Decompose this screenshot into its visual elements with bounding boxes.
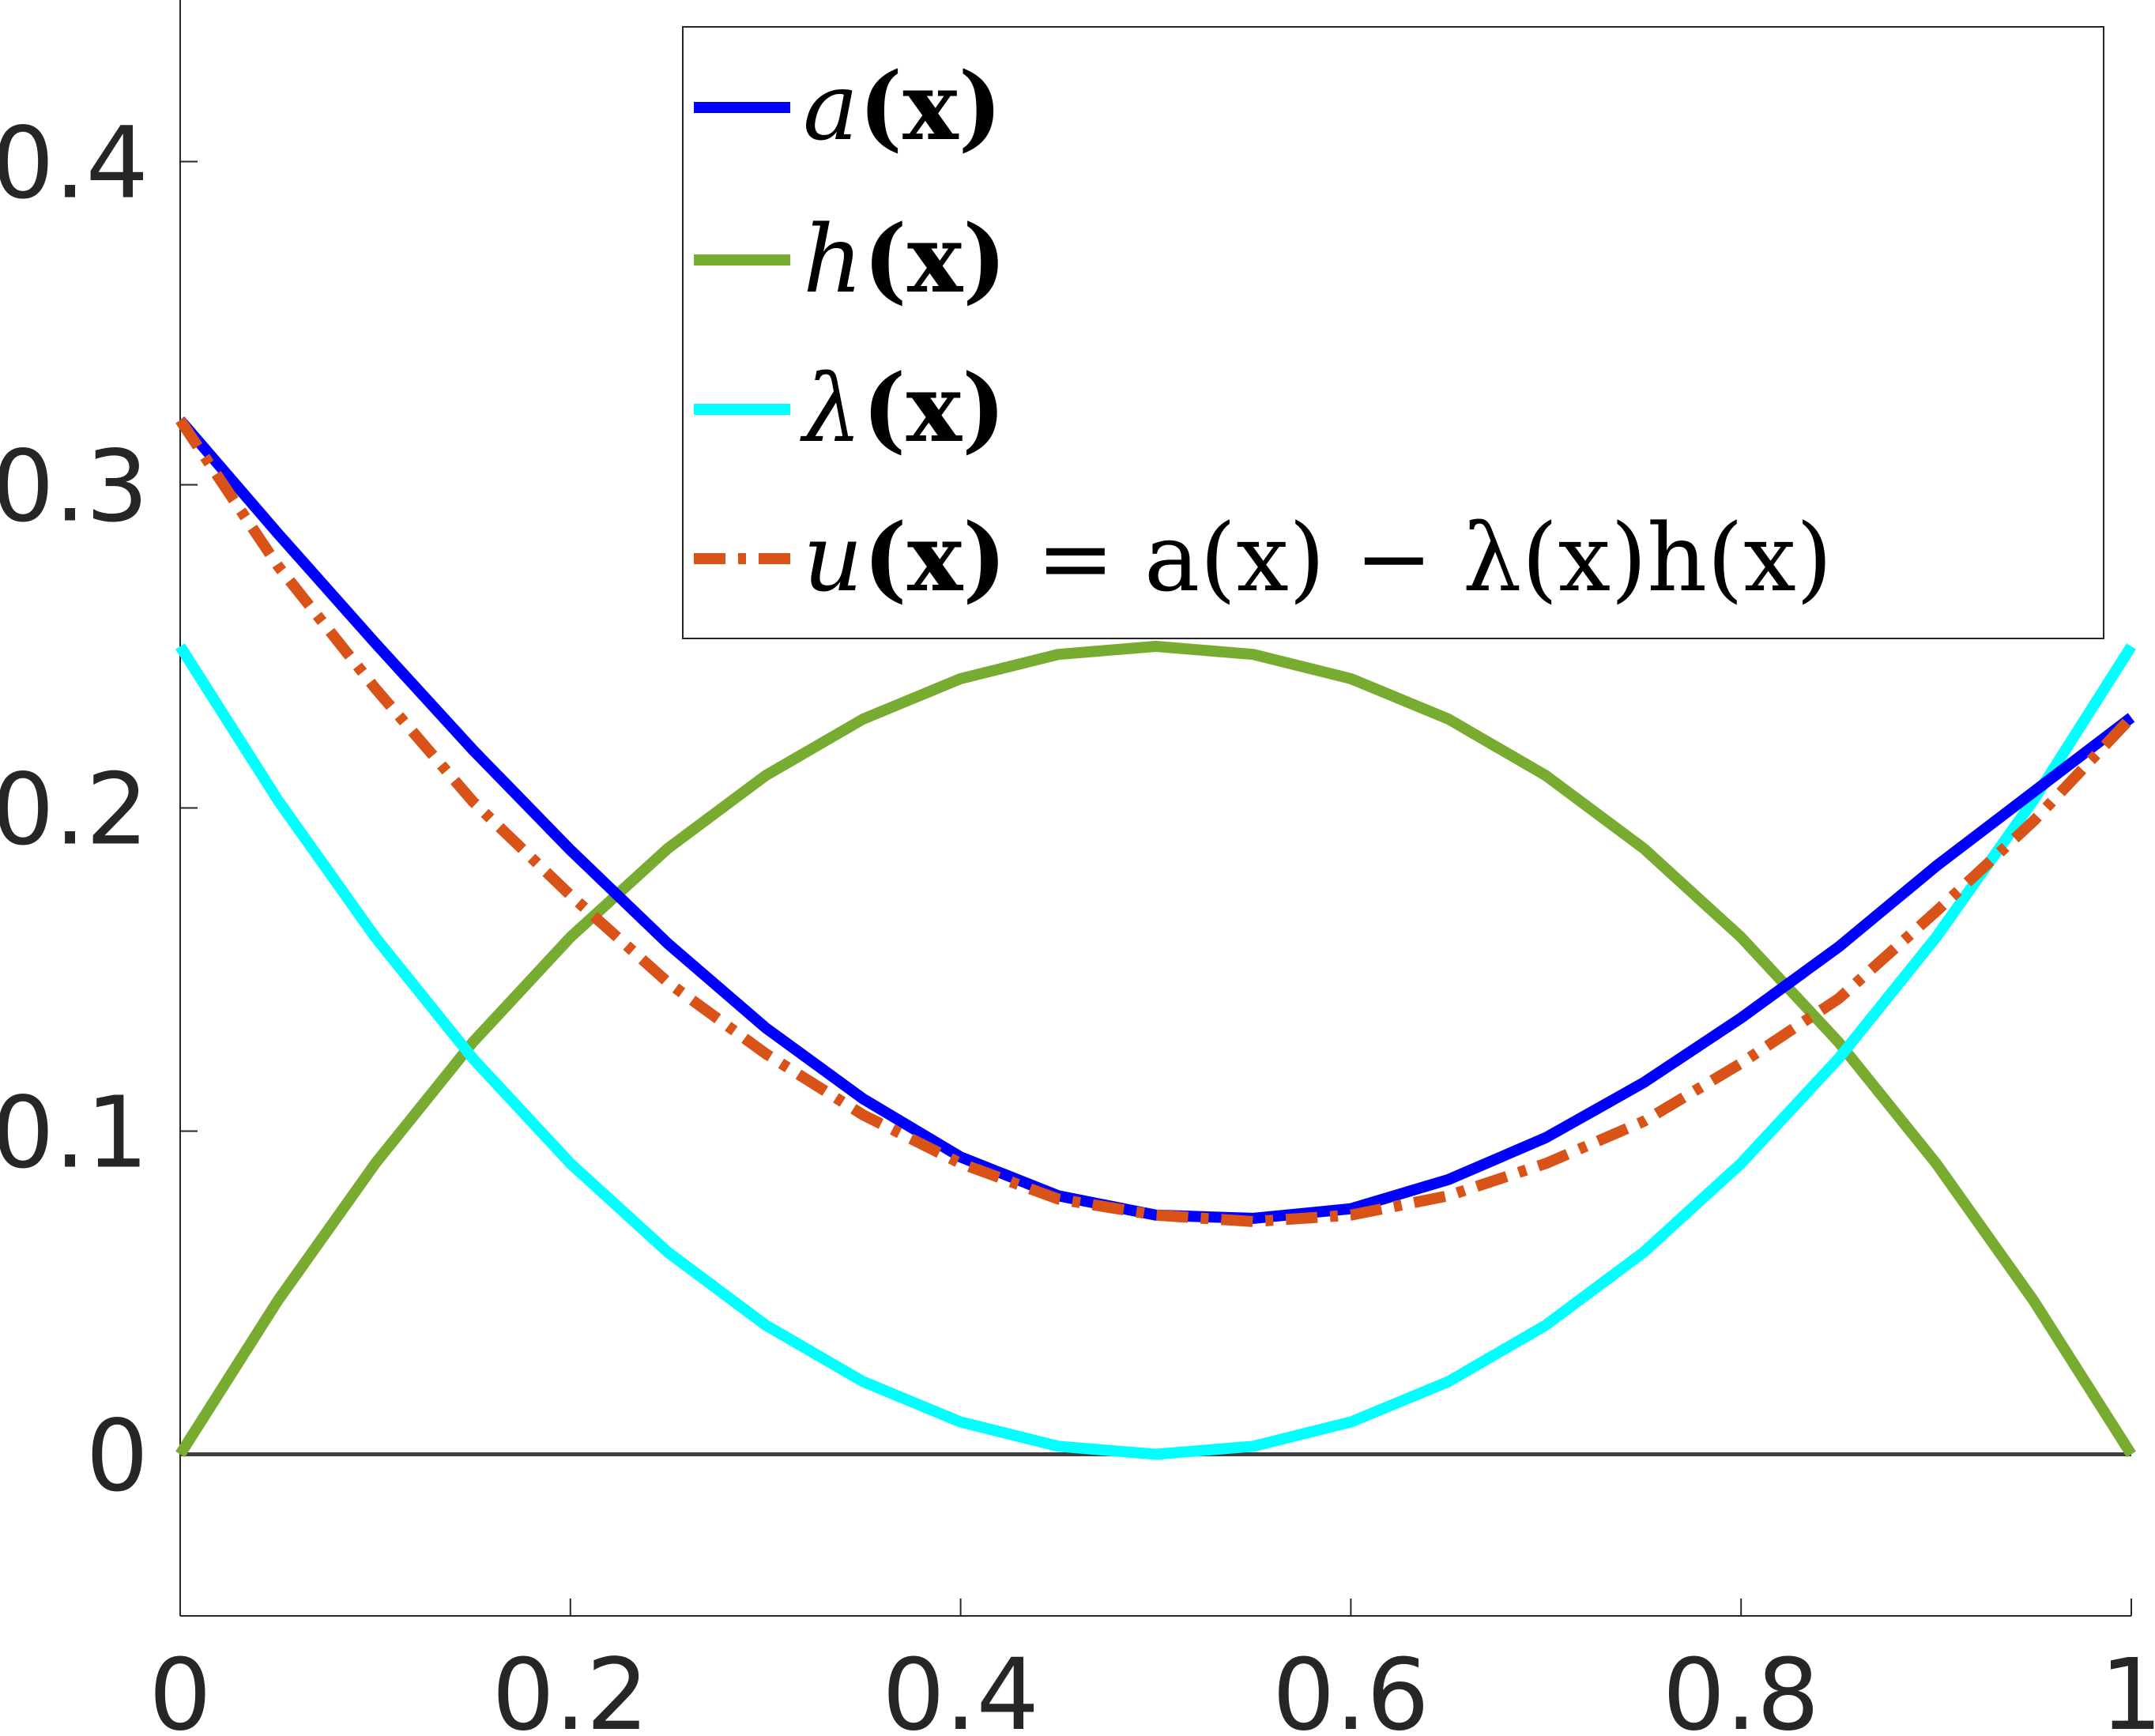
y-tick-label: 0.2 — [0, 753, 149, 868]
x-tick-label: 1 — [2100, 1638, 2155, 1736]
x-tick-label: 0 — [149, 1638, 212, 1736]
y-tick-label: 0 — [85, 1399, 149, 1514]
x-tick-label: 0.6 — [1272, 1638, 1430, 1736]
legend-box — [682, 26, 2104, 639]
series-line-h — [175, 641, 2136, 1458]
y-tick-label: 0.4 — [0, 107, 149, 221]
x-tick-label: 0.8 — [1663, 1638, 1820, 1736]
y-tick-label: 0.1 — [0, 1076, 149, 1191]
legend-label-lambda: λ(x) — [800, 353, 1006, 463]
series-line-a — [175, 416, 2135, 1224]
legend: a(x) h(x) λ(x) u(x) = a(x) − λ(x)h(x) — [682, 26, 2104, 639]
series-layer — [175, 416, 2136, 1460]
legend-label-u: u(x) = a(x) − λ(x)h(x) — [803, 503, 1833, 612]
series-line-lambda — [175, 643, 2136, 1460]
x-tick-label: 0.2 — [492, 1638, 649, 1736]
legend-label-h: h(x) — [803, 204, 1007, 314]
y-tick-label: 0.3 — [0, 430, 149, 544]
legend-label-a: a(x) — [803, 51, 1002, 161]
series-line-u — [175, 416, 2136, 1227]
x-tick-label: 0.4 — [882, 1638, 1039, 1736]
